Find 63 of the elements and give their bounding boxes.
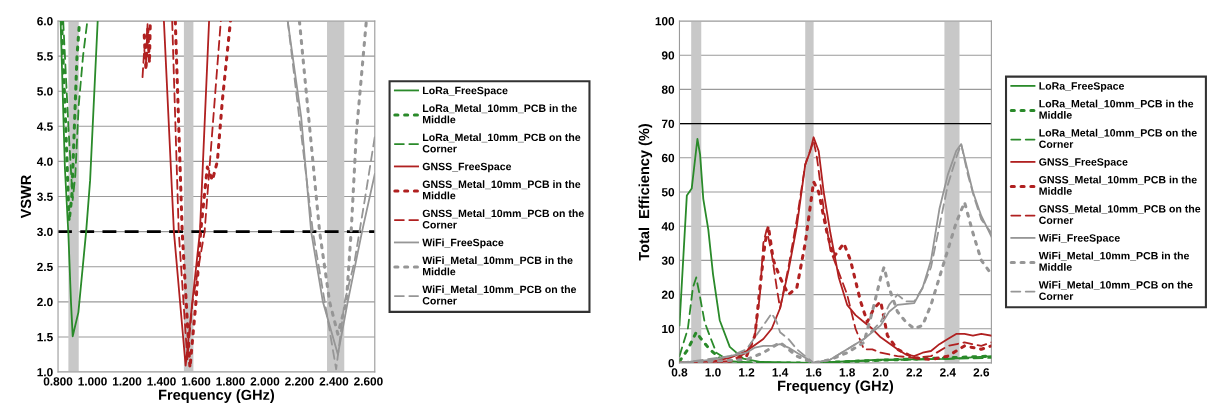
y-axis-title: VSWR [20, 174, 32, 219]
y-tick-label: 4.5 [36, 122, 53, 131]
y-tick-label: 1.5 [37, 333, 53, 342]
x-tick-label: 1.400 [147, 377, 176, 386]
x-axis-title: Frequency (GHz) [778, 380, 894, 394]
y-tick-label: 80 [661, 85, 675, 94]
y-tick-label: 40 [661, 222, 675, 231]
x-tick-label: 1.2 [739, 368, 755, 377]
y-tick-label: 30 [661, 256, 675, 265]
legend-label: LoRa_Metal_10mm_PCB in the Middle [423, 104, 577, 124]
legend-label: GNSS_Metal_10mm_PCB on the Corner [422, 209, 584, 229]
legend-label: WiFi_FreeSpace [422, 238, 504, 249]
y-tick-label: 3.0 [37, 227, 53, 237]
x-tick-label: 2.200 [285, 377, 314, 386]
y-tick-label: 6.0 [37, 17, 53, 26]
legend-label: LoRa_Metal_10mm_PCB on the Corner [1039, 128, 1197, 148]
y-tick-label: 5.5 [37, 52, 53, 61]
x-tick-label: 2.4 [939, 368, 956, 377]
y-tick-label: 70 [661, 119, 675, 128]
x-tick-label: 0.8 [671, 368, 688, 377]
legend-label: GNSS_Metal_10mm_PCB on the Corner [1039, 204, 1201, 224]
x-tick-label: 1.800 [216, 377, 245, 386]
x-tick-label: 0.800 [43, 377, 73, 386]
x-tick-label: 2.400 [319, 377, 349, 386]
legend-label: GNSS_FreeSpace [1039, 158, 1128, 168]
x-axis-title: Frequency (GHz) [159, 389, 275, 403]
y-tick-label: 5.0 [37, 87, 53, 96]
x-tick-label: 2.600 [354, 377, 383, 386]
legend-label: WiFi_Metal_10mm_PCB in the Middle [1038, 251, 1190, 271]
y-tick-label: 4.0 [36, 157, 53, 166]
x-tick-label: 1.200 [112, 377, 142, 386]
x-tick-label: 1.4 [772, 368, 789, 377]
x-tick-label: 1.0 [705, 368, 721, 377]
y-tick-label: 60 [661, 153, 675, 163]
legend-label: LoRa_FreeSpace [1039, 82, 1125, 92]
legend-label: LoRa_Metal_10mm_PCB in the Middle [1039, 99, 1194, 119]
legend-label: WiFi_FreeSpace [1038, 233, 1120, 244]
legend-label: WiFi_Metal_10mm_PCB in the Middle [422, 256, 573, 276]
y-tick-label: 0 [668, 359, 675, 368]
legend-label: GNSS_FreeSpace [422, 162, 512, 173]
legend-label: WiFi_Metal_10mm_PCB on the Corner [1038, 280, 1193, 300]
legend-label: LoRa_FreeSpace [423, 86, 508, 97]
legend-label: WiFi_Metal_10mm_PCB on the Corner [422, 285, 577, 305]
x-tick-label: 1.600 [181, 377, 211, 386]
y-axis-title: Total Efficiency (%) [638, 123, 653, 261]
legend-label: GNSS_Metal_10mm_PCB in the Middle [1039, 175, 1197, 195]
x-tick-label: 2.2 [906, 368, 922, 377]
y-tick-label: 2.0 [37, 297, 53, 307]
x-tick-label: 1.000 [78, 377, 107, 386]
x-tick-label: 1.6 [806, 368, 822, 377]
x-tick-label: 1.8 [839, 368, 855, 377]
y-tick-label: 20 [661, 290, 675, 299]
legend-label: LoRa_Metal_10mm_PCB on the Corner [422, 133, 581, 153]
x-tick-label: 2.6 [973, 368, 990, 377]
y-tick-label: 50 [661, 188, 675, 197]
y-tick-label: 10 [662, 324, 675, 334]
legend-label: GNSS_Metal_10mm_PCB in the Middle [422, 180, 581, 200]
x-tick-label: 2.000 [250, 377, 280, 386]
y-tick-label: 2.5 [37, 262, 53, 272]
x-tick-label: 2.0 [872, 368, 889, 377]
y-tick-label: 100 [655, 17, 675, 26]
y-tick-label: 3.5 [37, 192, 53, 201]
y-tick-label: 90 [661, 51, 675, 60]
